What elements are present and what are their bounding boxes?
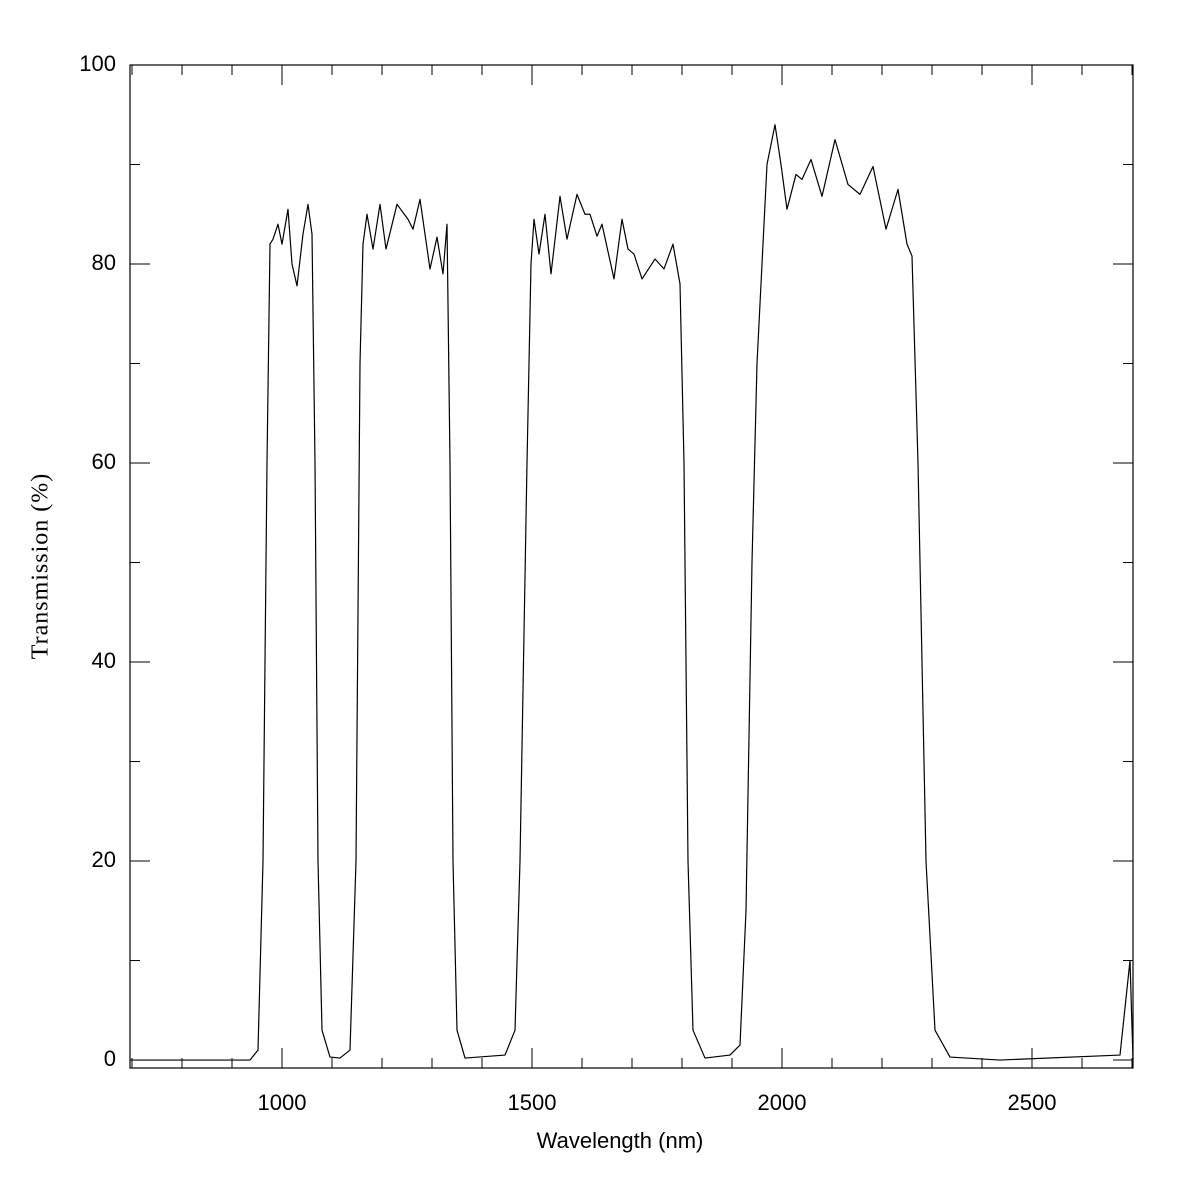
transmission-line	[130, 124, 1134, 1061]
y-tick-label: 20	[92, 847, 116, 872]
y-tick-label: 100	[79, 51, 116, 76]
x-axis-label: Wavelength (nm)	[537, 1128, 704, 1153]
x-tick-label: 2500	[1008, 1090, 1057, 1115]
y-tick-label: 80	[92, 250, 116, 275]
y-tick-label: 60	[92, 449, 116, 474]
x-tick-label: 2000	[758, 1090, 807, 1115]
x-tick-label: 1000	[258, 1090, 307, 1115]
y-tick-label: 0	[104, 1046, 116, 1071]
plot-frame	[129, 64, 1134, 1069]
y-tick-label: 40	[92, 648, 116, 673]
y-axis-label: Transmission (%)	[28, 473, 54, 659]
x-tick-label: 1500	[508, 1090, 557, 1115]
